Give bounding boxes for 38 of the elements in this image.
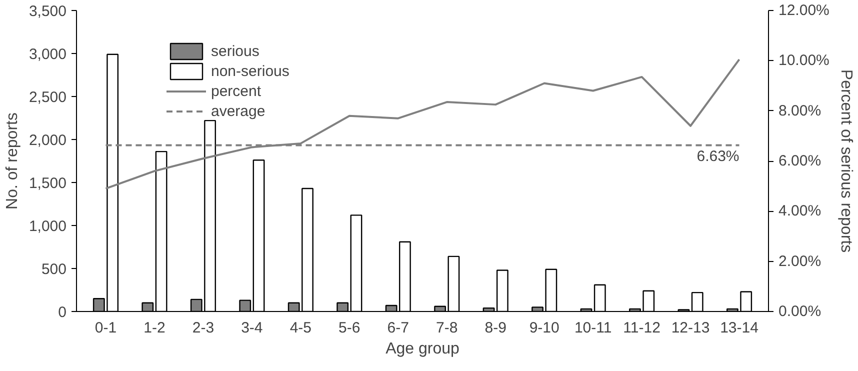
y2-tick-label: 4.00% bbox=[778, 202, 822, 220]
y-tick-label: 3,000 bbox=[28, 46, 67, 63]
legend-label: average bbox=[211, 102, 266, 120]
y-tick-label: 0 bbox=[58, 304, 66, 321]
x-tick-label: 8-9 bbox=[484, 320, 506, 336]
legend-label: serious bbox=[211, 42, 260, 60]
y-tick-label: 3,500 bbox=[28, 3, 67, 20]
x-tick-label: 11-12 bbox=[623, 320, 660, 336]
y2-axis-title: Percent of serious reports bbox=[837, 69, 854, 253]
x-tick-label: 12-13 bbox=[671, 320, 710, 336]
x-tick-label: 7-8 bbox=[436, 320, 458, 336]
y-tick-label: 1,500 bbox=[28, 175, 67, 192]
y2-tick-label: 12.00% bbox=[778, 2, 830, 19]
x-axis-title: Age group bbox=[386, 340, 460, 358]
x-tick-label: 1-2 bbox=[144, 320, 166, 336]
y-axis-title: No. of reports bbox=[4, 112, 21, 210]
x-tick-label: 3-4 bbox=[241, 320, 263, 336]
y2-tick-label: 10.00% bbox=[778, 52, 830, 70]
x-tick-label: 2-3 bbox=[192, 320, 214, 336]
x-tick-label: 4-5 bbox=[290, 320, 312, 336]
x-tick-label: 10-11 bbox=[574, 320, 612, 336]
legend-label: non-serious bbox=[211, 62, 290, 80]
annotation: 6.63% bbox=[696, 148, 740, 166]
y2-tick-label: 8.00% bbox=[778, 102, 822, 120]
x-tick-label: 0-1 bbox=[94, 320, 117, 336]
x-tick-label: 6-7 bbox=[387, 320, 409, 336]
y2-tick-label: 6.00% bbox=[778, 152, 822, 170]
x-tick-label: 13-14 bbox=[720, 320, 758, 336]
legend-label: percent bbox=[211, 82, 262, 100]
y2-tick-label: 0.00% bbox=[778, 303, 822, 320]
y-tick-label: 500 bbox=[41, 261, 67, 278]
y-tick-label: 1,000 bbox=[28, 218, 67, 235]
y-tick-label: 2,500 bbox=[28, 89, 67, 106]
y2-tick-label: 2.00% bbox=[778, 252, 822, 270]
line-series bbox=[104, 58, 740, 190]
y-tick-label: 2,000 bbox=[28, 132, 67, 149]
x-tick-label: 9-10 bbox=[529, 320, 560, 336]
x-tick-label: 5-6 bbox=[338, 320, 360, 336]
